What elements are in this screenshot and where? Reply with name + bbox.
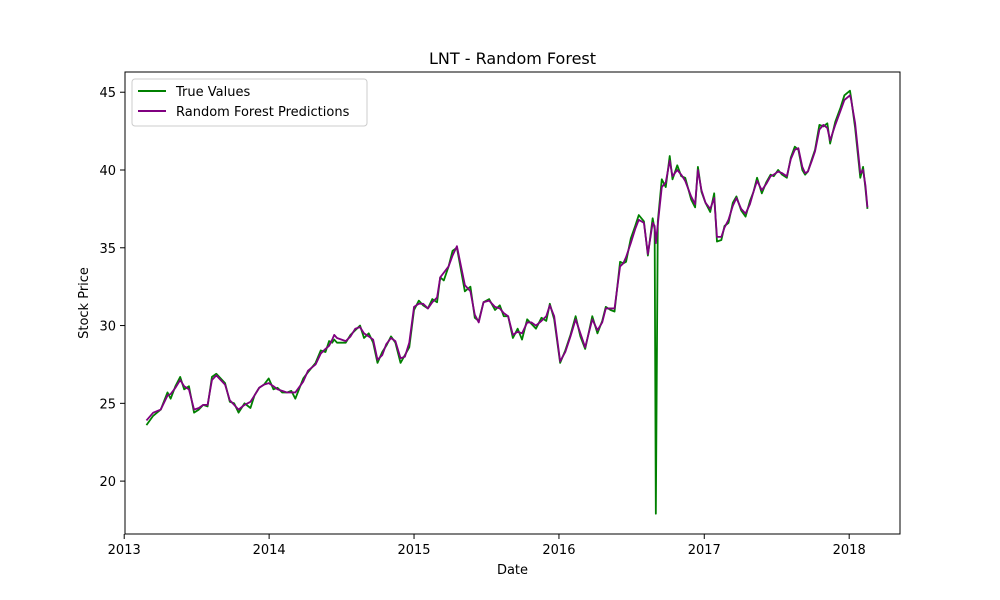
- y-axis-label: Stock Price: [77, 267, 92, 339]
- legend-label-true-values: True Values: [175, 85, 250, 100]
- y-tick-label: 20: [99, 475, 116, 490]
- series-line-random-forest-predictions: [145, 94, 869, 422]
- y-tick-label: 30: [99, 320, 116, 335]
- y-tick-label: 45: [99, 86, 116, 101]
- legend: True Values Random Forest Predictions: [131, 78, 368, 127]
- chart-title: LNT - Random Forest: [429, 49, 596, 68]
- x-tick-label: 2014: [253, 543, 286, 558]
- x-tick-label: 2015: [397, 543, 430, 558]
- axes-frame: [124, 71, 901, 535]
- plot-area: [145, 89, 869, 515]
- y-tick-label: 35: [99, 242, 116, 257]
- x-axis: 2013 2014 2015 2016 2017 2018: [108, 534, 866, 558]
- legend-label-random-forest-predictions: Random Forest Predictions: [176, 105, 350, 120]
- y-tick-label: 25: [99, 397, 116, 412]
- x-tick-label: 2017: [688, 543, 721, 558]
- y-axis: 20 25 30 35 40 45: [99, 86, 125, 490]
- x-tick-label: 2016: [542, 543, 575, 558]
- x-axis-label: Date: [497, 563, 528, 578]
- legend-frame: [131, 78, 368, 127]
- x-tick-label: 2013: [108, 543, 141, 558]
- x-tick-label: 2018: [833, 543, 866, 558]
- y-tick-label: 40: [99, 164, 116, 179]
